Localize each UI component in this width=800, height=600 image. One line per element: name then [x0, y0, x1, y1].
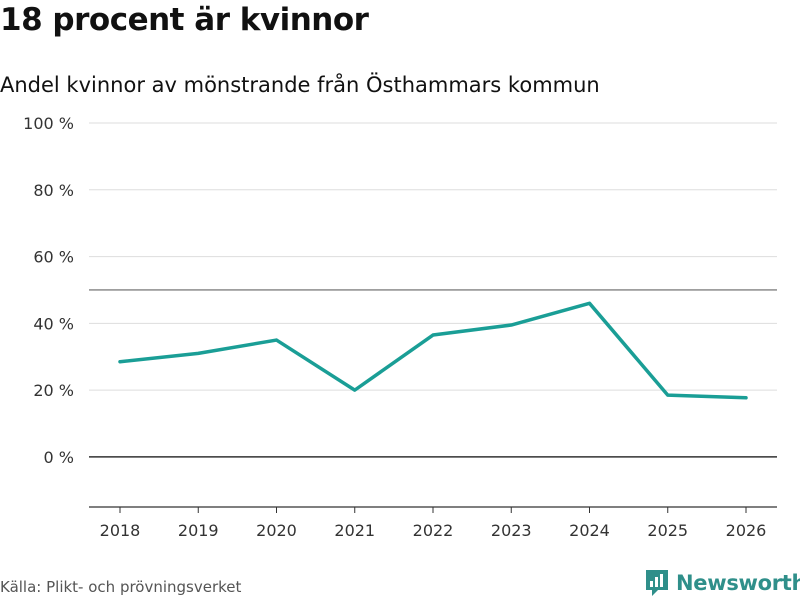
x-tick-label: 2025	[647, 521, 688, 540]
x-tick-label: 2021	[334, 521, 375, 540]
x-tick-label: 2018	[100, 521, 141, 540]
x-tick-label: 2020	[256, 521, 297, 540]
chart-title: 18 procent är kvinnor	[0, 2, 369, 38]
y-tick-label: 40 %	[33, 314, 74, 333]
chart-subtitle: Andel kvinnor av mönstrande från Östhamm…	[0, 73, 600, 97]
y-tick-label: 20 %	[33, 381, 74, 400]
brand-name: Newsworthy	[676, 571, 800, 595]
x-tick-label: 2024	[569, 521, 610, 540]
y-tick-label: 80 %	[33, 181, 74, 200]
series-line	[118, 301, 748, 400]
x-tick-label: 2026	[726, 521, 767, 540]
brand-logo[interactable]: Newsworthy	[644, 568, 800, 598]
x-tick-label: 2022	[413, 521, 454, 540]
y-tick-label: 100 %	[23, 114, 74, 133]
y-tick-label: 0 %	[44, 448, 74, 467]
x-tick-label: 2019	[178, 521, 219, 540]
source-note: Källa: Plikt- och prövningsverket	[0, 578, 242, 596]
x-tick-label: 2023	[491, 521, 532, 540]
y-tick-label: 60 %	[33, 248, 74, 267]
line-chart: 0 % 20 % 40 % 60 % 80 % 100 % 2018 2019 2020 2021…	[23, 114, 777, 540]
newsworthy-logo-icon	[646, 570, 668, 596]
